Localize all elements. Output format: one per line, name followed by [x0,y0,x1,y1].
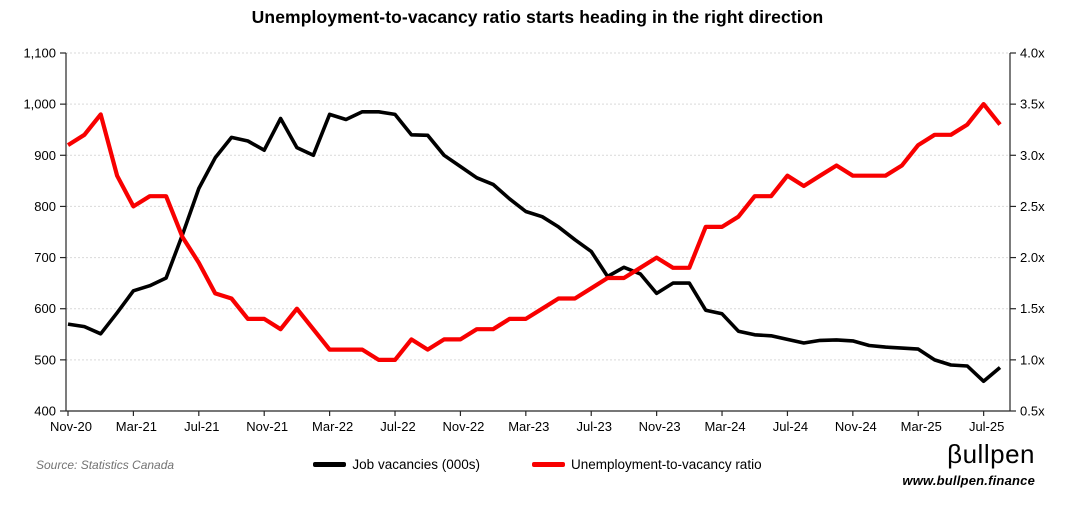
x-tick-label: Nov-22 [442,419,484,434]
x-tick-label: Mar-21 [116,419,157,434]
y-tick-label-right: 2.5x [1020,199,1045,214]
y-tick-label-right: 2.0x [1020,250,1045,265]
y-tick-label-left: 800 [34,199,56,214]
y-tick-label-left: 1,000 [23,97,56,112]
legend-swatch-black-line-icon [313,462,347,467]
source-note: Source: Statistics Canada [36,458,175,472]
x-tick-label: Jul-23 [577,419,612,434]
x-tick-label: Mar-25 [901,419,942,434]
chart-legend: Job vacancies (000s) Unemployment-to-vac… [0,457,1075,472]
x-tick-label: Nov-23 [639,419,681,434]
brand-logo: βullpen [947,439,1035,469]
x-tick-label: Mar-24 [704,419,745,434]
y-tick-label-right: 3.0x [1020,148,1045,163]
x-tick-label: Jul-25 [969,419,1004,434]
legend-label-ratio: Unemployment-to-vacancy ratio [571,457,762,472]
brand-url: www.bullpen.finance [902,473,1035,488]
y-tick-label-right: 1.0x [1020,352,1045,367]
x-tick-label: Jul-24 [773,419,808,434]
x-tick-label: Jul-21 [184,419,219,434]
chart-svg: 1,100 1,000 900 800 700 600 500 400 4.0x 3.5x 3.0x… [23,46,1045,435]
x-tick-label: Nov-21 [246,419,288,434]
x-tick-label: Nov-24 [835,419,877,434]
x-tick-label: Mar-22 [312,419,353,434]
chart-title: Unemployment-to-vacancy ratio starts hea… [251,7,824,27]
brand-block: βullpen www.bullpen.finance [902,441,1035,488]
line-unemployment-to-vacancy-ratio [66,101,1002,362]
y-tick-label-right: 4.0x [1020,46,1045,61]
y-tick-label-left: 700 [34,250,56,265]
y-tick-label-left: 500 [34,352,56,367]
y-tick-label-right: 0.5x [1020,404,1045,419]
x-tick-label: Jul-22 [380,419,415,434]
x-tick-label: Mar-23 [508,419,549,434]
y-tick-label-right: 3.5x [1020,97,1045,112]
legend-item-job-vacancies: Job vacancies (000s) [313,457,480,472]
line-job-vacancies [67,110,1002,384]
x-tick-label: Nov-20 [50,419,92,434]
legend-swatch-red-line-icon [532,462,565,467]
legend-item-ratio: Unemployment-to-vacancy ratio [532,457,762,472]
y-tick-label-left: 400 [34,404,56,419]
y-tick-label-left: 900 [34,148,56,163]
legend-label-job-vacancies: Job vacancies (000s) [352,457,480,472]
y-tick-label-left: 600 [34,301,56,316]
y-tick-label-left: 1,100 [23,46,56,61]
y-tick-label-right: 1.5x [1020,301,1045,316]
